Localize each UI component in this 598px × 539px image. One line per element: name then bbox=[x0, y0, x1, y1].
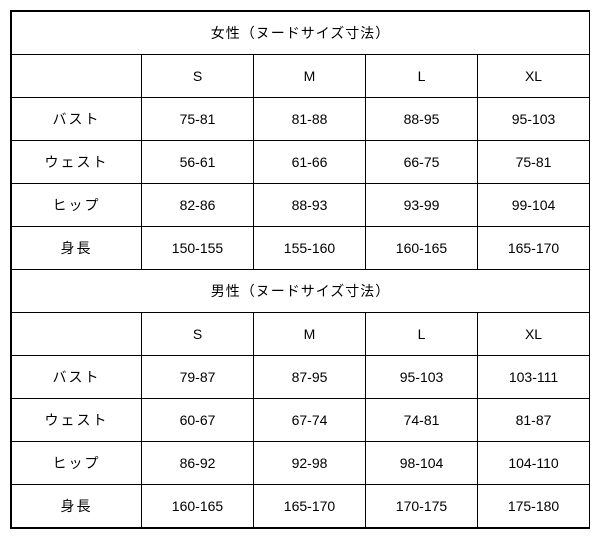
measurement-value: 82-86 bbox=[142, 184, 254, 227]
measurement-value: 165-170 bbox=[254, 485, 366, 528]
measurement-value: 160-165 bbox=[142, 485, 254, 528]
measurement-value: 160-165 bbox=[366, 227, 478, 270]
measurement-value: 95-103 bbox=[478, 98, 590, 141]
table-row: 身長160-165165-170170-175175-180 bbox=[12, 485, 590, 528]
measurement-label: ヒップ bbox=[12, 442, 142, 485]
section-title: 男性（ヌードサイズ寸法） bbox=[12, 270, 590, 313]
size-column-header: S bbox=[142, 313, 254, 356]
measurement-value: 155-160 bbox=[254, 227, 366, 270]
table-row: ヒップ86-9292-9898-104104-110 bbox=[12, 442, 590, 485]
table-row: バスト79-8787-9595-103103-111 bbox=[12, 356, 590, 399]
measurement-value: 67-74 bbox=[254, 399, 366, 442]
measurement-value: 165-170 bbox=[478, 227, 590, 270]
size-column-header: S bbox=[142, 55, 254, 98]
measurement-label: バスト bbox=[12, 356, 142, 399]
measurement-value: 87-95 bbox=[254, 356, 366, 399]
measurement-value: 93-99 bbox=[366, 184, 478, 227]
measurement-value: 103-111 bbox=[478, 356, 590, 399]
size-column-header: M bbox=[254, 55, 366, 98]
measurement-label: 身長 bbox=[12, 227, 142, 270]
measurement-value: 60-67 bbox=[142, 399, 254, 442]
section-title: 女性（ヌードサイズ寸法） bbox=[12, 12, 590, 55]
measurement-value: 74-81 bbox=[366, 399, 478, 442]
measurement-label: バスト bbox=[12, 98, 142, 141]
measurement-label: ウェスト bbox=[12, 141, 142, 184]
measurement-value: 175-180 bbox=[478, 485, 590, 528]
measurement-value: 95-103 bbox=[366, 356, 478, 399]
measurement-value: 75-81 bbox=[142, 98, 254, 141]
measurement-value: 79-87 bbox=[142, 356, 254, 399]
measurement-value: 98-104 bbox=[366, 442, 478, 485]
measurement-value: 99-104 bbox=[478, 184, 590, 227]
measurement-value: 66-75 bbox=[366, 141, 478, 184]
table-row: バスト75-8181-8888-9595-103 bbox=[12, 98, 590, 141]
measurement-label: ヒップ bbox=[12, 184, 142, 227]
empty-corner-cell bbox=[12, 55, 142, 98]
empty-corner-cell bbox=[12, 313, 142, 356]
size-column-header: XL bbox=[478, 55, 590, 98]
size-column-header: M bbox=[254, 313, 366, 356]
table-row: ヒップ82-8688-9393-9999-104 bbox=[12, 184, 590, 227]
table-row: ウェスト56-6161-6666-7575-81 bbox=[12, 141, 590, 184]
size-column-header: L bbox=[366, 55, 478, 98]
measurement-label: ウェスト bbox=[12, 399, 142, 442]
measurement-value: 104-110 bbox=[478, 442, 590, 485]
measurement-value: 56-61 bbox=[142, 141, 254, 184]
size-column-header: L bbox=[366, 313, 478, 356]
measurement-value: 81-87 bbox=[478, 399, 590, 442]
size-chart-table: 女性（ヌードサイズ寸法）SMLXLバスト75-8181-8888-9595-10… bbox=[10, 10, 590, 529]
measurement-value: 61-66 bbox=[254, 141, 366, 184]
measurement-value: 88-93 bbox=[254, 184, 366, 227]
measurement-value: 88-95 bbox=[366, 98, 478, 141]
size-column-header: XL bbox=[478, 313, 590, 356]
table-row: ウェスト60-6767-7474-8181-87 bbox=[12, 399, 590, 442]
measurement-value: 75-81 bbox=[478, 141, 590, 184]
measurement-value: 170-175 bbox=[366, 485, 478, 528]
measurement-value: 81-88 bbox=[254, 98, 366, 141]
table-row: 身長150-155155-160160-165165-170 bbox=[12, 227, 590, 270]
measurement-label: 身長 bbox=[12, 485, 142, 528]
measurement-value: 150-155 bbox=[142, 227, 254, 270]
measurement-value: 86-92 bbox=[142, 442, 254, 485]
measurement-value: 92-98 bbox=[254, 442, 366, 485]
